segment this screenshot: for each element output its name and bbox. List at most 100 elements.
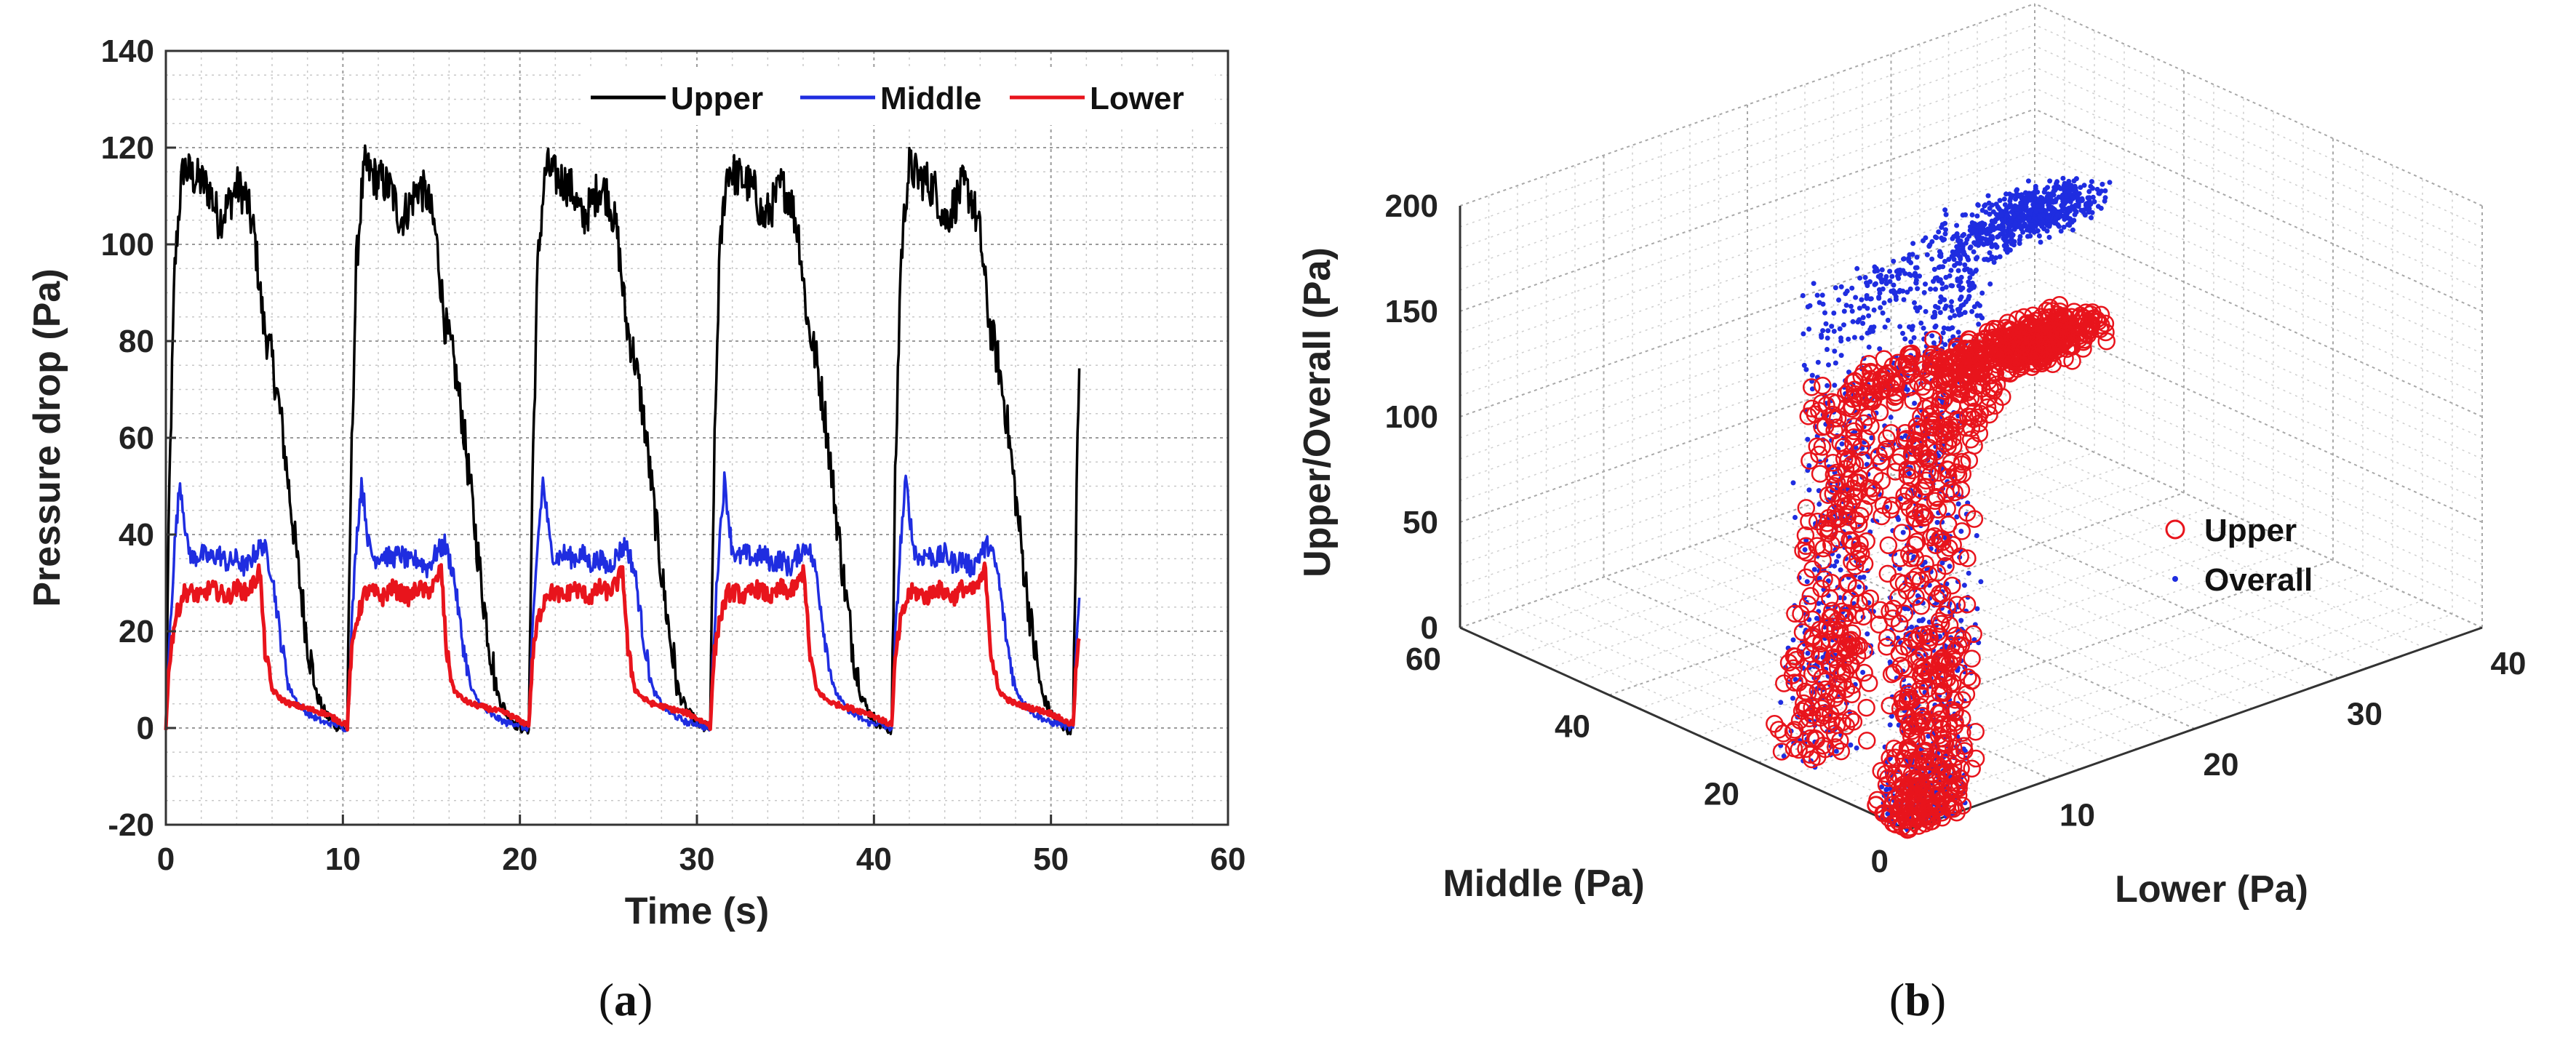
scatter-point-upper (1987, 348, 2005, 366)
scatter-point-upper (1933, 715, 1952, 734)
scatter-point-upper (1921, 528, 1940, 547)
scatter-point-overall (1868, 296, 1874, 302)
scatter-point-upper (1792, 604, 1810, 623)
scatter-point-upper (1819, 519, 1838, 538)
scatter-point-overall (1837, 595, 1843, 601)
middle-tick-label: 0 (1871, 844, 1889, 879)
scatter-point-overall (1950, 308, 1955, 313)
wall-gridline (2034, 172, 2483, 375)
scatter-point-overall (1979, 315, 1985, 321)
scatter-point-upper (1911, 680, 1929, 698)
scatter-point-upper (1946, 713, 1964, 732)
scatter-point-upper (1935, 370, 1954, 389)
scatter-point-overall (1976, 321, 1982, 327)
scatter-point-overall (1879, 784, 1885, 790)
middle-axis-line (1459, 626, 1908, 831)
scatter-point-overall (2088, 201, 2094, 207)
scatter-point-overall (1802, 547, 1808, 553)
scatter-point-overall (1806, 463, 1812, 468)
scatter-point-overall (1866, 344, 1872, 350)
scatter-point-overall (2004, 212, 2010, 218)
scatter-point-upper (1873, 507, 1891, 526)
scatter-point-upper (1920, 665, 1939, 683)
scatter-point-overall (2107, 180, 2113, 185)
scatter-point-overall (1937, 310, 1943, 316)
scatter-point-overall (1875, 273, 1881, 279)
scatter-point-overall (1834, 559, 1840, 564)
scatter-point-upper (1986, 396, 2004, 415)
scatter-point-overall (1831, 329, 1837, 334)
scatter-point-upper (1835, 649, 1854, 668)
scatter-point-overall (2033, 209, 2039, 215)
scatter-point-overall (1961, 232, 1967, 237)
scatter-point-overall (1947, 326, 1953, 332)
scatter-point-overall (1853, 445, 1859, 450)
scatter-point-overall (1987, 206, 1993, 211)
scatter-point-overall (2071, 185, 2077, 191)
scatter-point-overall (2040, 220, 2046, 225)
scatter-point-overall (1956, 283, 1962, 289)
scatter-point-overall (1987, 212, 1993, 217)
scatter-point-overall (1879, 279, 1885, 285)
scatter-point-overall (1833, 360, 1838, 366)
scatter-point-overall (1979, 290, 1985, 296)
scatter-point-overall (1850, 319, 1856, 324)
scatter-point-overall (1954, 223, 1960, 228)
scatter-point-overall (2025, 178, 2031, 184)
scatter-point-overall (1831, 311, 1837, 316)
scatter-point-overall (2003, 191, 2009, 197)
scatter-point-overall (2001, 196, 2007, 202)
scatter-point-upper (1916, 555, 1934, 573)
scatter-point-overall (1971, 304, 1977, 310)
scatter-point-overall (1880, 310, 1886, 316)
scatter-point-upper (1963, 672, 1981, 690)
scatter-point-overall (1891, 258, 1897, 264)
scatter-point-overall (1997, 198, 2003, 204)
scatter-point-overall (1873, 265, 1879, 271)
lower-tick-label: 20 (2204, 747, 2239, 783)
scatter-point-upper (1846, 372, 1864, 391)
scatter-point-overall (1954, 514, 1960, 520)
scatter-point-upper (1867, 796, 1886, 814)
wall-gridline (2034, 277, 2483, 481)
scatter-point-overall (1871, 324, 1877, 330)
scatter-point-upper (1801, 745, 1819, 764)
scatter-point-overall (1926, 733, 1931, 739)
scatter-point-upper (1970, 415, 1988, 433)
scatter-point-overall (2033, 223, 2038, 229)
scatter-point-overall (1897, 271, 1902, 276)
scatter-point-upper (1958, 549, 1977, 567)
scatter-point-upper (1786, 647, 1805, 666)
scatter-point-overall (2022, 196, 2028, 202)
scatter-point-overall (1990, 209, 1996, 215)
scatter-point-overall (1891, 282, 1897, 288)
panel-b-z-axis-label: Upper/Overall (Pa) (1296, 247, 1339, 577)
scatter-point-overall (1846, 336, 1851, 342)
scatter-point-overall (1885, 811, 1891, 817)
scatter-point-overall (1906, 258, 1912, 264)
scatter-point-overall (1924, 252, 1930, 257)
scatter-point-overall (1778, 700, 1784, 705)
scatter-point-overall (2028, 222, 2034, 228)
scatter-point-overall (1879, 267, 1885, 273)
scatter-point-overall (1969, 231, 1975, 236)
scatter-point-overall (1900, 529, 1906, 535)
scatter-point-overall (1889, 273, 1895, 279)
scatter-point-overall (2014, 187, 2020, 193)
scatter-point-upper (1803, 560, 1822, 578)
scatter-point-upper (1854, 363, 1873, 381)
scatter-point-upper (1854, 607, 1873, 626)
scatter-point-overall (1781, 753, 1787, 759)
scatter-point-upper (1923, 764, 1942, 783)
scatter-point-overall (1928, 287, 1934, 292)
scatter-point-overall (2086, 195, 2092, 201)
scatter-point-upper (1886, 393, 1904, 412)
scatter-point-overall (1914, 265, 1920, 271)
scatter-point-upper (1825, 724, 1844, 743)
scatter-point-overall (1977, 228, 1983, 234)
lower-tick-label: 10 (2059, 798, 2095, 833)
scatter-point-overall (1835, 553, 1841, 559)
scatter-point-overall (1901, 605, 1907, 611)
scatter-point-upper (1813, 438, 1832, 456)
scatter-point-overall (1960, 285, 1966, 291)
